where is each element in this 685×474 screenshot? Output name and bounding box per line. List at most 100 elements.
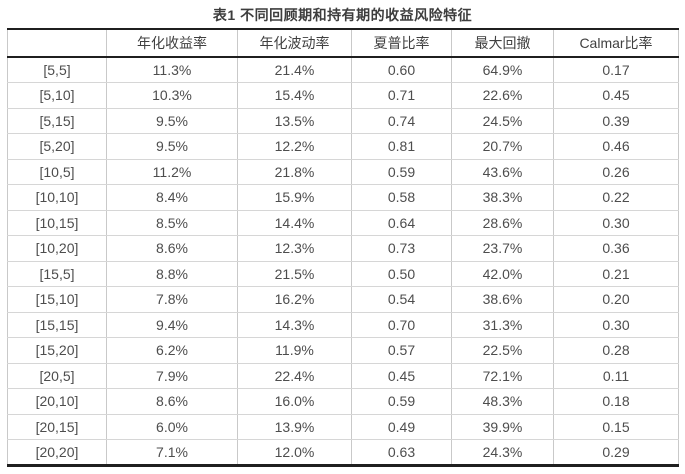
value-cell: 12.2%	[237, 133, 352, 160]
value-cell: 0.30	[553, 209, 679, 236]
value-cell: 0.73	[351, 235, 452, 262]
value-cell: 0.22	[553, 184, 679, 211]
value-cell: 16.0%	[237, 388, 352, 415]
value-cell: 24.3%	[451, 439, 554, 466]
value-cell: 0.15	[553, 413, 679, 440]
value-cell: 0.71	[351, 82, 452, 109]
value-cell: 0.21	[553, 260, 679, 287]
value-cell: 64.9%	[451, 56, 554, 83]
value-cell: 22.5%	[451, 337, 554, 364]
value-cell: 22.6%	[451, 82, 554, 109]
value-cell: 13.5%	[237, 107, 352, 134]
row-label-cell: [15,5]	[7, 260, 107, 287]
value-cell: 31.3%	[451, 311, 554, 338]
value-cell: 24.5%	[451, 107, 554, 134]
value-cell: 14.4%	[237, 209, 352, 236]
value-cell: 38.6%	[451, 286, 554, 313]
value-cell: 0.36	[553, 235, 679, 262]
value-cell: 11.2%	[106, 158, 238, 185]
value-cell: 7.1%	[106, 439, 238, 466]
table-row: [15,15] 9.4% 14.3% 0.70 31.3% 0.30	[7, 311, 679, 338]
value-cell: 8.8%	[106, 260, 238, 287]
table-row: [20,5] 7.9% 22.4% 0.45 72.1% 0.11	[7, 362, 679, 389]
row-label-cell: [5,10]	[7, 82, 107, 109]
table-header: 年化收益率 年化波动率 夏普比率 最大回撤 Calmar比率	[7, 29, 679, 58]
value-cell: 0.58	[351, 184, 452, 211]
row-label-cell: [20,15]	[7, 413, 107, 440]
value-cell: 0.17	[553, 56, 679, 83]
row-label-cell: [10,5]	[7, 158, 107, 185]
value-cell: 10.3%	[106, 82, 238, 109]
value-cell: 0.18	[553, 388, 679, 415]
row-label-cell: [5,15]	[7, 107, 107, 134]
value-cell: 0.70	[351, 311, 452, 338]
value-cell: 8.6%	[106, 235, 238, 262]
value-cell: 11.3%	[106, 56, 238, 83]
value-cell: 38.3%	[451, 184, 554, 211]
value-cell: 39.9%	[451, 413, 554, 440]
value-cell: 6.2%	[106, 337, 238, 364]
value-cell: 0.39	[553, 107, 679, 134]
value-cell: 0.63	[351, 439, 452, 466]
column-header: Calmar比率	[553, 29, 679, 58]
value-cell: 15.4%	[237, 82, 352, 109]
table-row: [10,5] 11.2% 21.8% 0.59 43.6% 0.26	[7, 158, 679, 185]
value-cell: 13.9%	[237, 413, 352, 440]
value-cell: 16.2%	[237, 286, 352, 313]
value-cell: 43.6%	[451, 158, 554, 185]
value-cell: 12.0%	[237, 439, 352, 466]
value-cell: 11.9%	[237, 337, 352, 364]
row-label-cell: [10,20]	[7, 235, 107, 262]
table-row: [10,20] 8.6% 12.3% 0.73 23.7% 0.36	[7, 235, 679, 262]
row-label-cell: [20,10]	[7, 388, 107, 415]
table-title: 表1 不同回顾期和持有期的收益风险特征	[212, 7, 473, 23]
value-cell: 0.46	[553, 133, 679, 160]
value-cell: 14.3%	[237, 311, 352, 338]
value-cell: 15.9%	[237, 184, 352, 211]
table-row: [15,20] 6.2% 11.9% 0.57 22.5% 0.28	[7, 337, 679, 364]
table-body: [5,5] 11.3% 21.4% 0.60 64.9% 0.17 [5,10] 10.3% 1…	[7, 56, 679, 466]
table-row: [5,15] 9.5% 13.5% 0.74 24.5% 0.39	[7, 107, 679, 134]
value-cell: 21.5%	[237, 260, 352, 287]
value-cell: 8.6%	[106, 388, 238, 415]
value-cell: 72.1%	[451, 362, 554, 389]
value-cell: 9.5%	[106, 107, 238, 134]
table-row: [20,15] 6.0% 13.9% 0.49 39.9% 0.15	[7, 413, 679, 440]
row-label-cell: [10,10]	[7, 184, 107, 211]
value-cell: 22.4%	[237, 362, 352, 389]
value-cell: 21.4%	[237, 56, 352, 83]
value-cell: 0.45	[553, 82, 679, 109]
column-header: 夏普比率	[351, 29, 452, 58]
value-cell: 9.5%	[106, 133, 238, 160]
value-cell: 9.4%	[106, 311, 238, 338]
column-header	[7, 29, 107, 58]
value-cell: 0.50	[351, 260, 452, 287]
column-header: 年化波动率	[237, 29, 352, 58]
table-header-row: 年化收益率 年化波动率 夏普比率 最大回撤 Calmar比率	[7, 29, 679, 58]
value-cell: 0.64	[351, 209, 452, 236]
value-cell: 0.81	[351, 133, 452, 160]
table-row: [10,10] 8.4% 15.9% 0.58 38.3% 0.22	[7, 184, 679, 211]
table-row: [5,10] 10.3% 15.4% 0.71 22.6% 0.45	[7, 82, 679, 109]
value-cell: 7.8%	[106, 286, 238, 313]
value-cell: 23.7%	[451, 235, 554, 262]
table-row: [15,5] 8.8% 21.5% 0.50 42.0% 0.21	[7, 260, 679, 287]
value-cell: 0.59	[351, 158, 452, 185]
row-label-cell: [20,5]	[7, 362, 107, 389]
value-cell: 0.59	[351, 388, 452, 415]
row-label-cell: [5,5]	[7, 56, 107, 83]
value-cell: 0.11	[553, 362, 679, 389]
row-label-cell: [5,20]	[7, 133, 107, 160]
row-label-cell: [15,10]	[7, 286, 107, 313]
value-cell: 12.3%	[237, 235, 352, 262]
column-header: 年化收益率	[106, 29, 238, 58]
value-cell: 0.29	[553, 439, 679, 466]
row-label-cell: [15,15]	[7, 311, 107, 338]
value-cell: 0.45	[351, 362, 452, 389]
value-cell: 28.6%	[451, 209, 554, 236]
row-label-cell: [10,15]	[7, 209, 107, 236]
value-cell: 0.60	[351, 56, 452, 83]
table-row: [10,15] 8.5% 14.4% 0.64 28.6% 0.30	[7, 209, 679, 236]
value-cell: 8.5%	[106, 209, 238, 236]
